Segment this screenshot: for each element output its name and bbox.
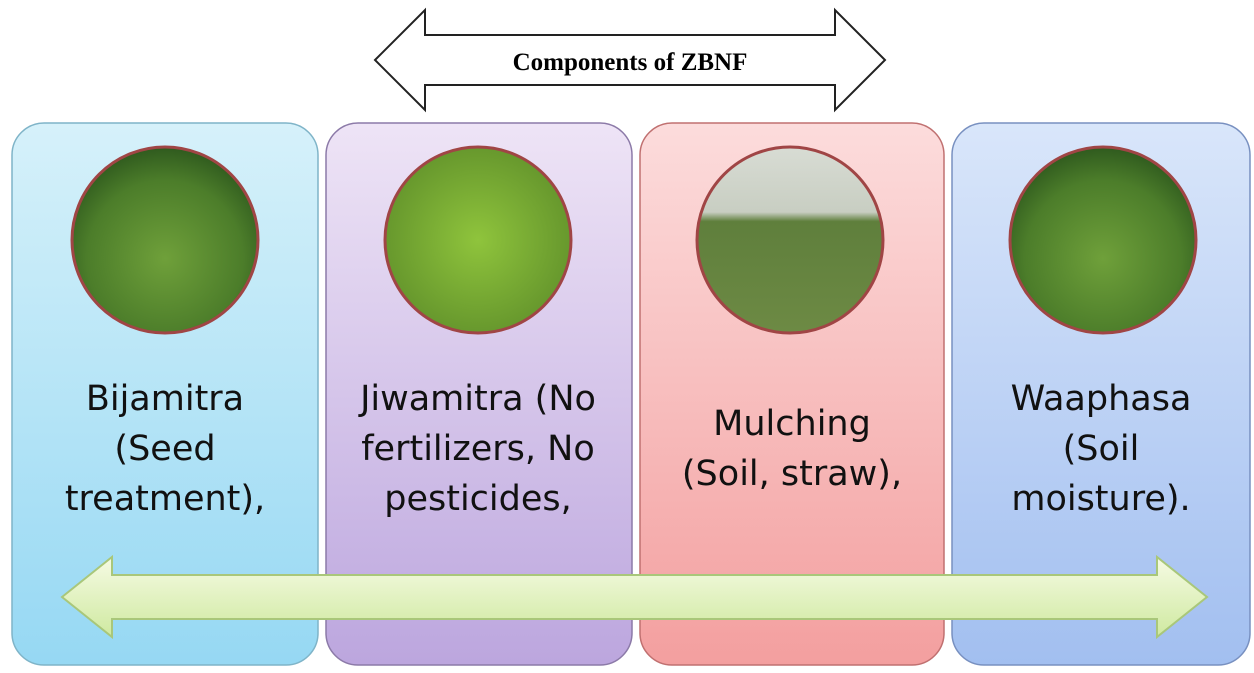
card-label: (Soil [1063, 429, 1140, 469]
card-label: Jiwamitra (No [358, 379, 596, 419]
photo [385, 147, 571, 333]
diagram: Components of ZBNF Bijamitra (Seed treatme… [0, 0, 1254, 673]
photo [1010, 147, 1196, 333]
card-label: Mulching [713, 404, 871, 444]
card-label: moisture). [1011, 479, 1190, 519]
card-label: pesticides, [384, 479, 572, 519]
card-label: (Seed [114, 429, 215, 469]
title: Components of ZBNF [513, 49, 748, 76]
photo [72, 147, 258, 333]
card-label: Waaphasa [1011, 379, 1192, 419]
card-label: fertilizers, No [361, 429, 595, 469]
card-label: (Soil, straw), [682, 454, 902, 494]
card-label: Bijamitra [86, 379, 244, 419]
card-label: treatment), [65, 479, 265, 519]
photo [697, 147, 883, 333]
